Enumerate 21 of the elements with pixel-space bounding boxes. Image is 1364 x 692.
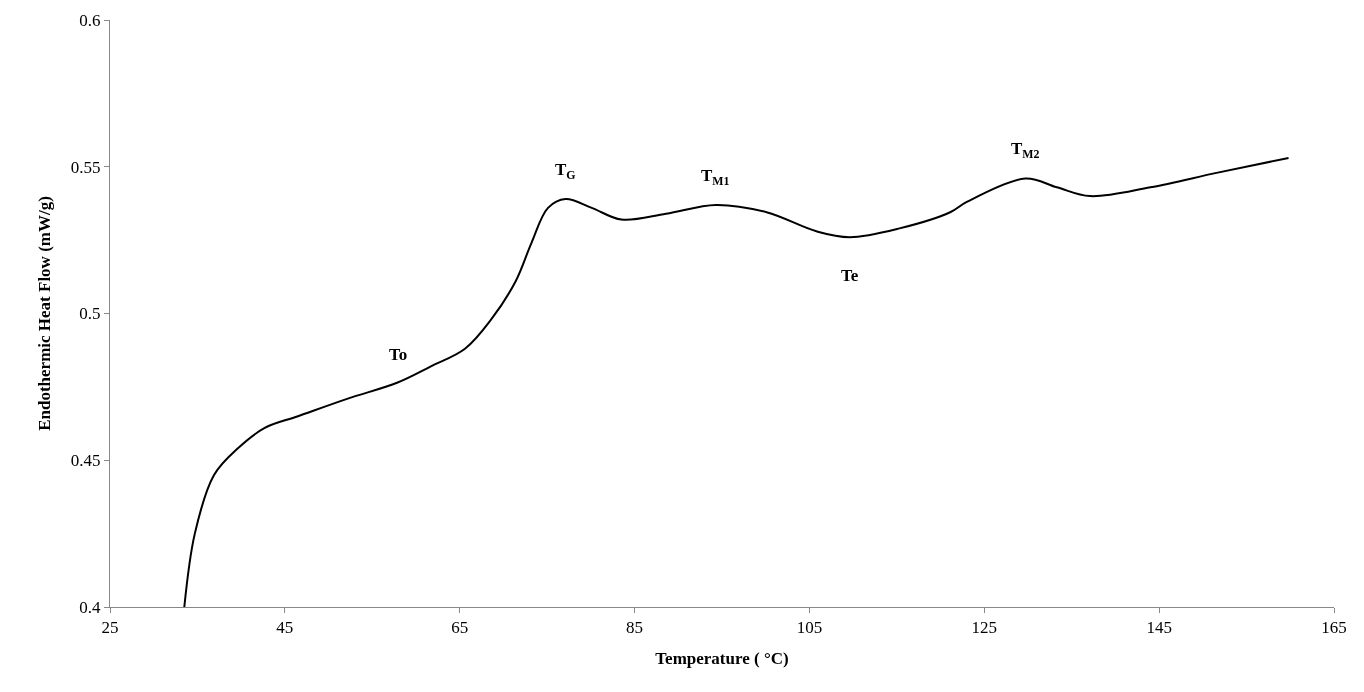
x-tick-label: 65	[451, 618, 469, 638]
y-tick-label: 0.6	[79, 10, 101, 30]
x-axis-title: Temperature ( °C)	[655, 648, 789, 668]
annotation: To	[389, 345, 408, 364]
x-tick-label: 45	[276, 618, 294, 638]
y-tick-label: 0.4	[79, 597, 102, 617]
y-tick-label: 0.45	[70, 451, 101, 471]
annotation: T$_{M2}$	[1011, 139, 1040, 161]
annotation: T$_{G}$	[555, 160, 576, 182]
y-axis-title: Endothermic Heat Flow (mW/g)	[35, 196, 55, 431]
x-tick-label: 85	[626, 618, 644, 638]
x-tick-label: 25	[101, 618, 119, 638]
x-tick-label: 145	[1146, 618, 1172, 638]
x-tick-label: 125	[971, 618, 998, 638]
annotation: Te	[841, 266, 859, 285]
annotation: T$_{M1}$	[701, 166, 730, 188]
y-tick-label: 0.55	[70, 157, 101, 177]
x-tick-label: 165	[1321, 618, 1347, 638]
x-tick-label: 105	[796, 618, 823, 638]
y-tick-label: 0.5	[79, 304, 101, 324]
line-series	[183, 156, 1290, 607]
